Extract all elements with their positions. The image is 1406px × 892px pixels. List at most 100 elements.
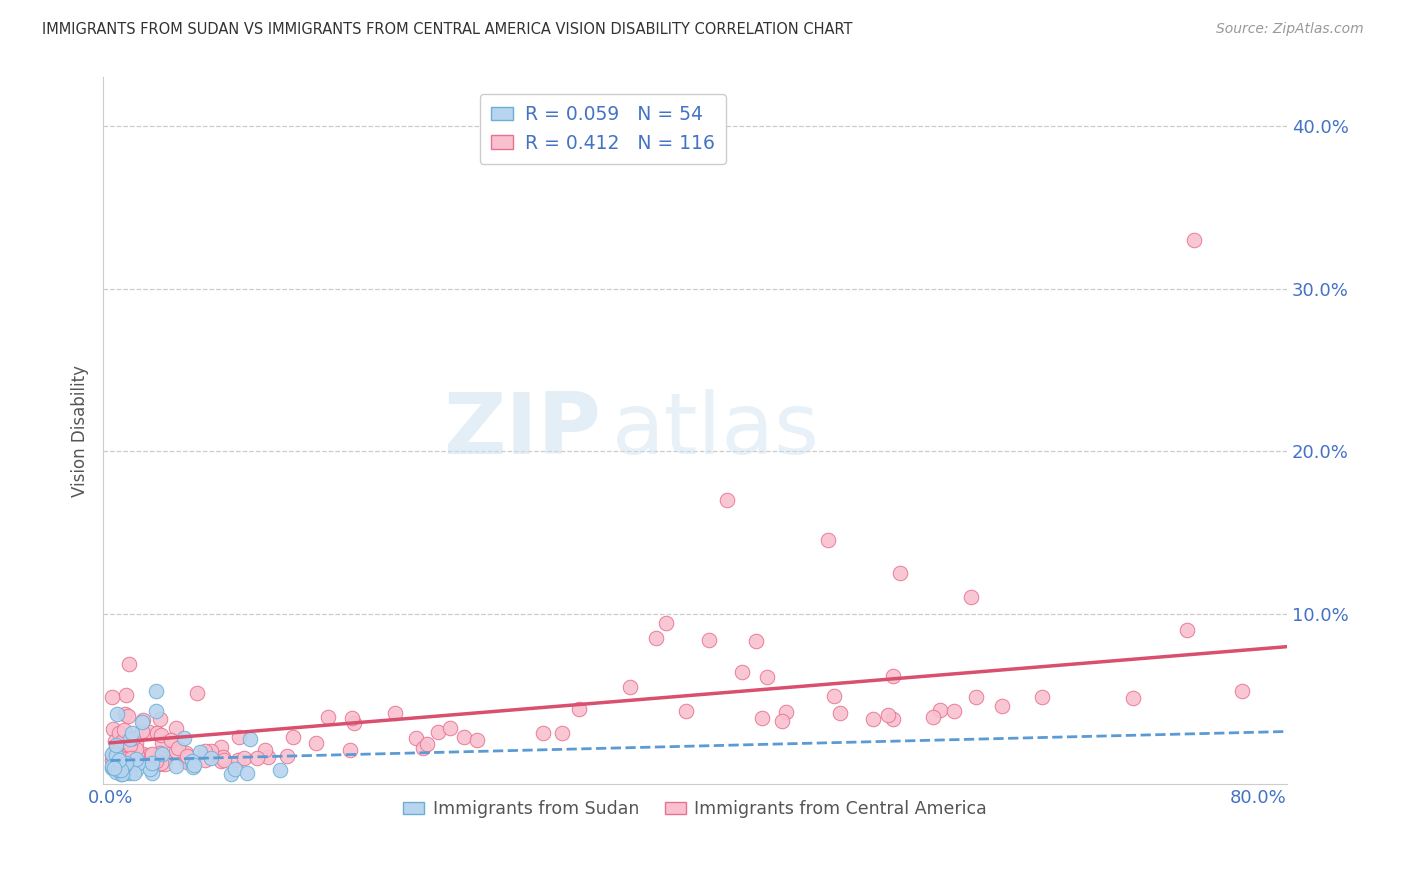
Point xyxy=(318,710,340,724)
Point xyxy=(100,753,122,767)
Point xyxy=(100,690,122,704)
Point xyxy=(305,736,328,750)
Point xyxy=(141,747,163,762)
Point xyxy=(121,726,143,740)
Point xyxy=(110,764,132,778)
Point xyxy=(1182,233,1205,247)
Point xyxy=(131,724,153,739)
Point xyxy=(115,689,138,703)
Point xyxy=(745,634,768,648)
Point xyxy=(150,747,173,762)
Point xyxy=(146,726,169,740)
Point xyxy=(110,759,132,773)
Point xyxy=(751,711,773,725)
Point xyxy=(823,689,845,703)
Point xyxy=(882,712,904,726)
Y-axis label: Vision Disability: Vision Disability xyxy=(72,365,89,497)
Point xyxy=(149,747,172,761)
Point xyxy=(655,616,678,631)
Point xyxy=(226,753,249,767)
Point xyxy=(770,714,793,729)
Point xyxy=(755,670,778,684)
Point xyxy=(127,748,149,763)
Point xyxy=(110,767,132,781)
Point xyxy=(101,759,124,773)
Point xyxy=(127,756,149,770)
Point xyxy=(125,763,148,777)
Text: atlas: atlas xyxy=(612,389,820,472)
Point xyxy=(122,766,145,780)
Point xyxy=(141,756,163,771)
Point xyxy=(256,749,278,764)
Point xyxy=(153,748,176,763)
Point xyxy=(139,763,162,777)
Point xyxy=(104,734,127,748)
Text: Source: ZipAtlas.com: Source: ZipAtlas.com xyxy=(1216,22,1364,37)
Point xyxy=(107,758,129,772)
Point xyxy=(148,749,170,764)
Point xyxy=(405,731,427,745)
Point xyxy=(194,754,217,768)
Point xyxy=(165,759,187,773)
Point xyxy=(209,740,232,755)
Point xyxy=(181,760,204,774)
Point xyxy=(107,762,129,776)
Point xyxy=(343,715,366,730)
Point xyxy=(339,743,361,757)
Point xyxy=(118,657,141,671)
Point xyxy=(716,492,738,507)
Point xyxy=(100,761,122,775)
Point xyxy=(675,704,697,718)
Text: ZIP: ZIP xyxy=(443,389,600,472)
Point xyxy=(165,721,187,735)
Point xyxy=(117,709,139,723)
Point xyxy=(124,735,146,749)
Point xyxy=(194,744,217,758)
Point xyxy=(107,763,129,777)
Point xyxy=(465,732,488,747)
Point xyxy=(145,704,167,718)
Point xyxy=(882,668,904,682)
Point xyxy=(644,631,666,645)
Point xyxy=(889,566,911,580)
Point xyxy=(110,735,132,749)
Point xyxy=(108,726,131,740)
Text: IMMIGRANTS FROM SUDAN VS IMMIGRANTS FROM CENTRAL AMERICA VISION DISABILITY CORRE: IMMIGRANTS FROM SUDAN VS IMMIGRANTS FROM… xyxy=(42,22,852,37)
Point xyxy=(200,744,222,758)
Point xyxy=(281,730,304,744)
Point xyxy=(731,665,754,680)
Point xyxy=(551,726,574,740)
Point xyxy=(167,741,190,756)
Point xyxy=(103,745,125,759)
Point xyxy=(112,759,135,773)
Point xyxy=(118,738,141,752)
Point xyxy=(269,763,291,777)
Point xyxy=(112,760,135,774)
Point xyxy=(149,756,172,770)
Point xyxy=(188,745,211,759)
Point xyxy=(276,748,298,763)
Point xyxy=(149,712,172,726)
Point xyxy=(141,765,163,780)
Point xyxy=(239,731,262,746)
Point xyxy=(150,736,173,750)
Point xyxy=(111,766,134,780)
Point xyxy=(120,751,142,765)
Point xyxy=(118,732,141,747)
Point xyxy=(212,753,235,767)
Point xyxy=(148,756,170,771)
Point xyxy=(112,723,135,737)
Point xyxy=(100,748,122,763)
Point xyxy=(111,757,134,772)
Point xyxy=(531,725,554,739)
Point xyxy=(131,713,153,727)
Point xyxy=(862,712,884,726)
Point xyxy=(1031,690,1053,705)
Point xyxy=(104,764,127,779)
Point xyxy=(107,753,129,767)
Point xyxy=(132,747,155,761)
Point xyxy=(100,747,122,761)
Point xyxy=(114,757,136,772)
Point xyxy=(960,591,983,605)
Point xyxy=(1175,623,1198,637)
